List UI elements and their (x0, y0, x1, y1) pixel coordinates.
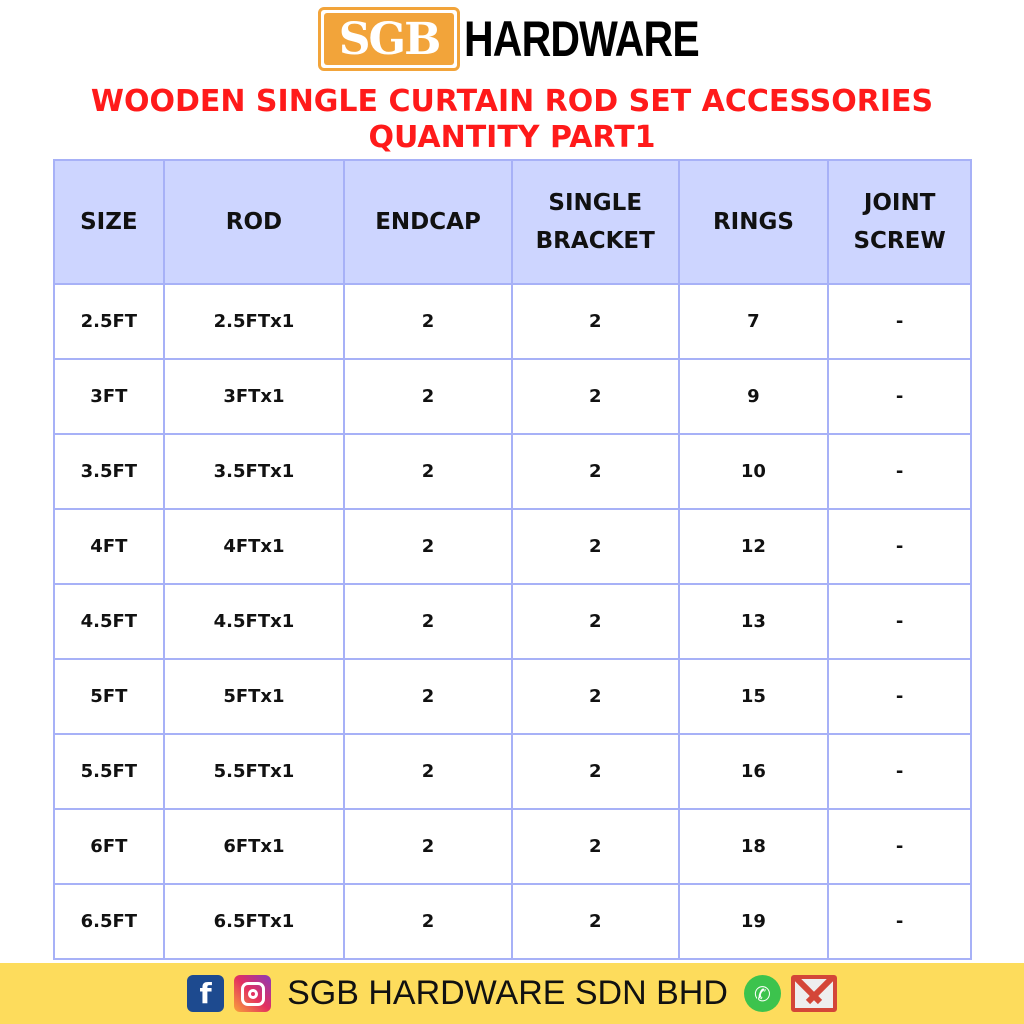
table-cell: 2 (510, 883, 680, 960)
column-header: SINGLE BRACKET (510, 159, 680, 285)
table-cell: 19 (677, 883, 830, 960)
page-title: WOODEN SINGLE CURTAIN ROD SET ACCESSORIE… (0, 84, 1024, 156)
table-cell: 4.5FTx1 (162, 583, 346, 660)
table-cell: - (827, 583, 972, 660)
table-cell: 2 (343, 883, 513, 960)
gmail-icon[interactable] (790, 975, 837, 1012)
table-cell: - (827, 808, 972, 885)
column-header: JOINT SCREW (827, 159, 972, 285)
table-row: 3.5FT 3.5FTx1 2 2 10- (53, 433, 972, 510)
table-cell: 2 (510, 433, 680, 510)
instagram-icon[interactable] (234, 975, 272, 1012)
quantity-table: SIZE ROD ENDCAP SINGLE BRACKET RINGS JOINT SC… (53, 159, 972, 960)
table-row: 4FT 4FTx1 2 2 12- (53, 508, 972, 585)
table-cell: 2 (343, 733, 513, 810)
table-cell: 9 (677, 358, 830, 435)
table-cell: 6.5FTx1 (162, 883, 346, 960)
table-cell: 6FT (53, 808, 165, 885)
table-cell: 2 (510, 358, 680, 435)
table-cell: 2.5FTx1 (162, 283, 346, 360)
table-cell: 13 (677, 583, 830, 660)
table-row: 6FT 6FTx1 2 2 18- (53, 808, 972, 885)
table-cell: - (827, 283, 972, 360)
table-cell: 5.5FTx1 (162, 733, 346, 810)
table-cell: 6FTx1 (162, 808, 346, 885)
table-cell: - (827, 433, 972, 510)
table-cell: 2 (343, 433, 513, 510)
table-cell: 4FT (53, 508, 165, 585)
table-cell: 2 (510, 583, 680, 660)
table-cell: 4.5FT (53, 583, 165, 660)
table-row: 6.5FT 6.5FTx1 2 2 19- (53, 883, 972, 960)
logo-brand: SGB (324, 13, 454, 65)
facebook-icon[interactable]: f (187, 975, 225, 1012)
table-cell: - (827, 658, 972, 735)
table-cell: 6.5FT (53, 883, 165, 960)
logo-text: HARDWARE (464, 11, 700, 67)
column-header: RINGS (677, 159, 830, 285)
table-cell: 2 (343, 808, 513, 885)
table-cell: 10 (677, 433, 830, 510)
table-cell: 15 (677, 658, 830, 735)
table-cell: - (827, 883, 972, 960)
table-cell: 3FT (53, 358, 165, 435)
table-cell: 3FTx1 (162, 358, 346, 435)
table-cell: 2 (510, 658, 680, 735)
table-cell: 7 (677, 283, 830, 360)
table-row: 3FT 3FTx1 2 2 9- (53, 358, 972, 435)
table-header-row: SIZE ROD ENDCAP SINGLE BRACKET RINGS JOINT SC… (53, 159, 972, 285)
table-cell: 12 (677, 508, 830, 585)
table-cell: 2 (343, 658, 513, 735)
table-cell: 16 (677, 733, 830, 810)
footer: f SGB HARDWARE SDN BHD ✆ (0, 963, 1024, 1024)
footer-company-name: SGB HARDWARE SDN BHD (287, 974, 728, 1012)
table-cell: 2 (343, 508, 513, 585)
table-row: 5.5FT 5.5FTx1 2 2 16- (53, 733, 972, 810)
table-cell: 5FTx1 (162, 658, 346, 735)
table-cell: - (827, 733, 972, 810)
table-cell: 2 (510, 283, 680, 360)
title-line-2: QUANTITY PART1 (368, 120, 656, 155)
table-cell: 2 (510, 808, 680, 885)
table-cell: 18 (677, 808, 830, 885)
table-cell: 2 (510, 508, 680, 585)
column-header: ROD (162, 159, 346, 285)
column-header: ENDCAP (343, 159, 513, 285)
column-header: SIZE (53, 159, 165, 285)
table-cell: 2 (343, 583, 513, 660)
table-row: 5FT 5FTx1 2 2 15- (53, 658, 972, 735)
table-cell: 5.5FT (53, 733, 165, 810)
table-cell: 3.5FTx1 (162, 433, 346, 510)
title-line-1: WOODEN SINGLE CURTAIN ROD SET ACCESSORIE… (90, 84, 934, 119)
table-row: 2.5FT 2.5FTx1 2 2 7- (53, 283, 972, 360)
table-cell: 2.5FT (53, 283, 165, 360)
table-cell: - (827, 358, 972, 435)
table-cell: 2 (510, 733, 680, 810)
table-cell: 4FTx1 (162, 508, 346, 585)
table-cell: 2 (343, 358, 513, 435)
table-cell: 5FT (53, 658, 165, 735)
whatsapp-icon[interactable]: ✆ (743, 975, 781, 1012)
table-cell: 3.5FT (53, 433, 165, 510)
table-cell: - (827, 508, 972, 585)
table-row: 4.5FT 4.5FTx1 2 2 13- (53, 583, 972, 660)
logo: SGB HARDWARE (318, 6, 750, 72)
table-cell: 2 (343, 283, 513, 360)
